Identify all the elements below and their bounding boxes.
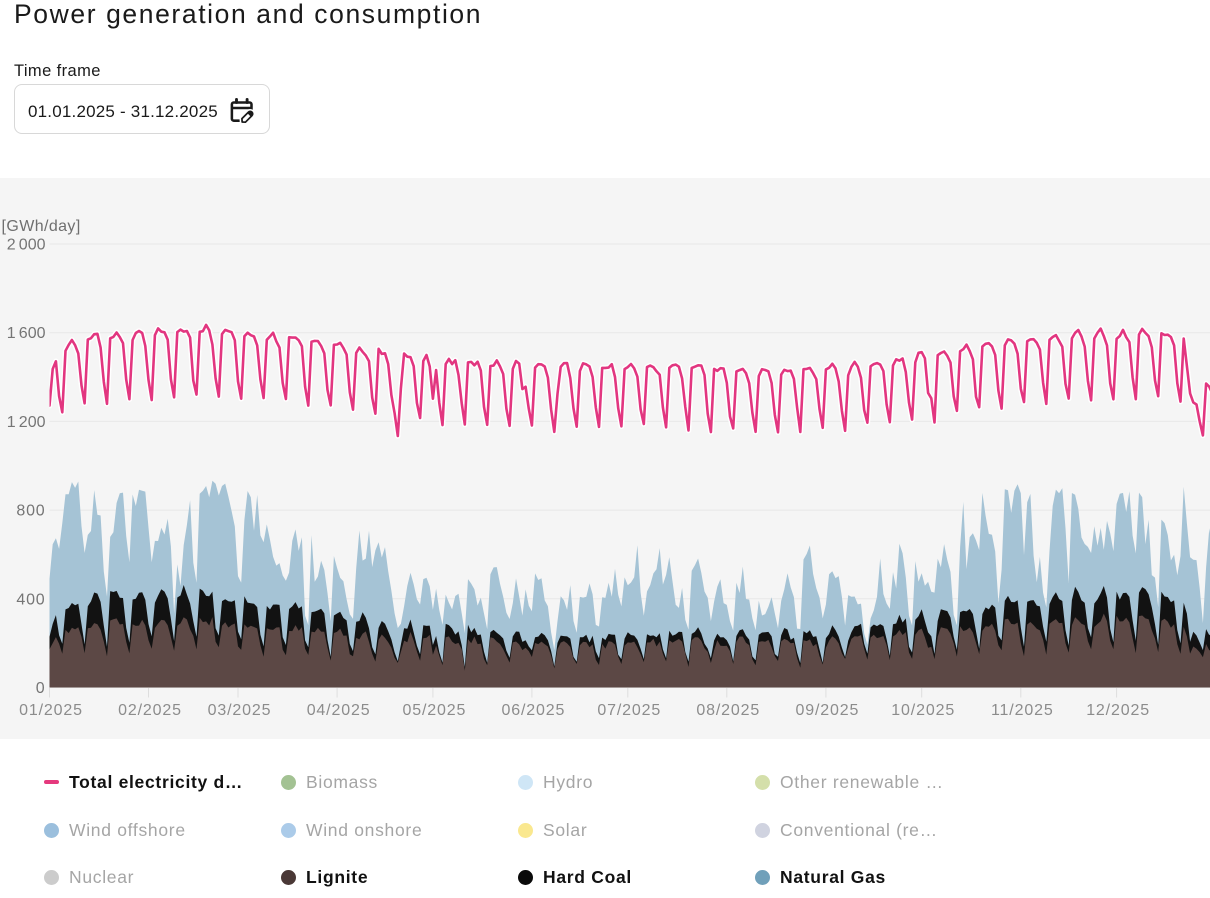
svg-text:800: 800 <box>16 503 45 520</box>
svg-text:01/2025: 01/2025 <box>19 702 83 719</box>
svg-text:1 200: 1 200 <box>7 414 46 431</box>
svg-text:04/2025: 04/2025 <box>307 702 371 719</box>
svg-text:05/2025: 05/2025 <box>403 702 467 719</box>
svg-text:06/2025: 06/2025 <box>502 702 566 719</box>
svg-text:[GWh/day]: [GWh/day] <box>2 218 81 235</box>
svg-text:07/2025: 07/2025 <box>597 702 661 719</box>
svg-text:11/2025: 11/2025 <box>991 702 1054 719</box>
svg-text:03/2025: 03/2025 <box>208 702 272 719</box>
svg-text:0: 0 <box>36 680 46 697</box>
svg-text:10/2025: 10/2025 <box>891 702 955 719</box>
svg-text:400: 400 <box>16 591 45 608</box>
svg-text:09/2025: 09/2025 <box>796 702 860 719</box>
svg-text:1 600: 1 600 <box>7 325 46 342</box>
svg-text:08/2025: 08/2025 <box>696 702 760 719</box>
svg-text:02/2025: 02/2025 <box>118 702 182 719</box>
svg-text:12/2025: 12/2025 <box>1086 702 1150 719</box>
svg-text:2 000: 2 000 <box>7 237 46 254</box>
